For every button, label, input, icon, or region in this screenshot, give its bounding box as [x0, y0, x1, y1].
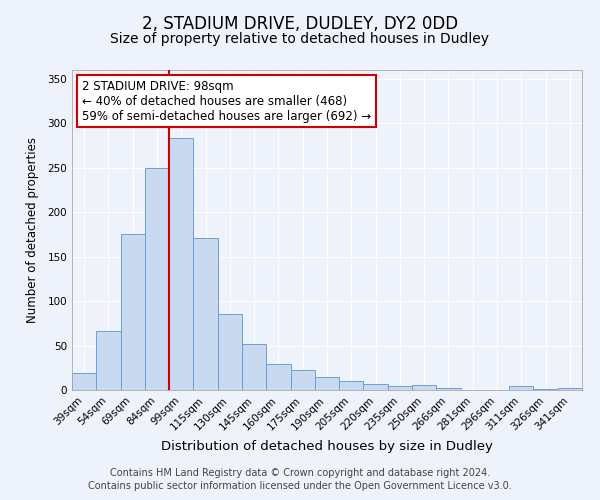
Bar	[96, 332, 121, 390]
Bar	[436, 388, 461, 390]
Bar	[121, 234, 145, 390]
Bar	[266, 364, 290, 390]
Bar	[533, 389, 558, 390]
Bar	[339, 381, 364, 390]
Text: 2 STADIUM DRIVE: 98sqm
← 40% of detached houses are smaller (468)
59% of semi-de: 2 STADIUM DRIVE: 98sqm ← 40% of detached…	[82, 80, 371, 122]
Bar	[242, 344, 266, 390]
Text: Contains HM Land Registry data © Crown copyright and database right 2024.: Contains HM Land Registry data © Crown c…	[110, 468, 490, 477]
Bar	[169, 138, 193, 390]
Y-axis label: Number of detached properties: Number of detached properties	[26, 137, 39, 323]
Bar	[218, 314, 242, 390]
Bar	[412, 384, 436, 390]
X-axis label: Distribution of detached houses by size in Dudley: Distribution of detached houses by size …	[161, 440, 493, 453]
Bar	[72, 373, 96, 390]
Bar	[193, 238, 218, 390]
Bar	[315, 376, 339, 390]
Bar	[509, 386, 533, 390]
Text: Contains public sector information licensed under the Open Government Licence v3: Contains public sector information licen…	[88, 481, 512, 491]
Bar	[388, 386, 412, 390]
Bar	[558, 388, 582, 390]
Bar	[145, 168, 169, 390]
Text: 2, STADIUM DRIVE, DUDLEY, DY2 0DD: 2, STADIUM DRIVE, DUDLEY, DY2 0DD	[142, 15, 458, 33]
Text: Size of property relative to detached houses in Dudley: Size of property relative to detached ho…	[110, 32, 490, 46]
Bar	[290, 370, 315, 390]
Bar	[364, 384, 388, 390]
